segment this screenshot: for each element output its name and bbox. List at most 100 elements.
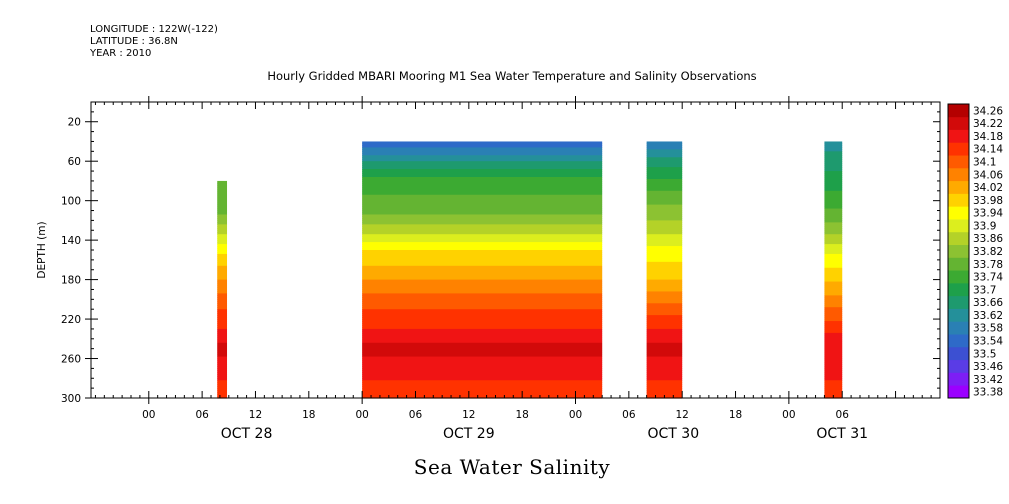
data-cell	[362, 271, 603, 275]
data-cell	[362, 257, 603, 261]
data-cell	[646, 366, 683, 369]
data-cell	[824, 238, 843, 241]
data-cell	[646, 220, 683, 223]
colorbar-label: 33.54	[973, 335, 1003, 347]
data-cell	[362, 297, 603, 300]
data-cell	[646, 240, 683, 243]
data-cell	[824, 279, 843, 283]
data-cell	[646, 255, 683, 259]
data-cell	[362, 285, 603, 289]
data-cell	[362, 328, 603, 332]
data-cell	[217, 311, 228, 314]
colorbar-label: 33.82	[973, 246, 1003, 258]
data-cell	[362, 228, 603, 231]
data-cell	[217, 319, 228, 322]
colorbar-label: 34.26	[973, 105, 1003, 117]
data-cell	[362, 251, 603, 255]
data-cell	[824, 356, 843, 360]
data-cell	[824, 147, 843, 150]
data-cell	[362, 342, 603, 346]
data-cell	[824, 334, 843, 338]
data-cell	[824, 342, 843, 346]
data-cell	[646, 250, 683, 253]
y-axis-label: DEPTH (m)	[36, 221, 48, 278]
y-tick-label: 300	[61, 393, 81, 405]
data-cell	[362, 352, 603, 356]
data-cell	[217, 234, 228, 237]
data-cell	[217, 244, 228, 247]
data-cell	[646, 374, 683, 377]
data-cell	[824, 289, 843, 293]
data-cell	[646, 376, 683, 379]
data-cell	[217, 352, 228, 356]
data-cell	[824, 163, 843, 166]
data-cell	[646, 330, 683, 334]
data-cell	[824, 332, 843, 336]
data-cell	[824, 251, 843, 255]
data-cell	[217, 326, 228, 330]
data-cell	[824, 277, 843, 281]
data-cell	[646, 344, 683, 348]
data-cell	[217, 251, 228, 255]
colorbar-swatch	[948, 308, 969, 322]
data-cell	[824, 344, 843, 348]
data-cell	[362, 360, 603, 364]
data-cell	[217, 279, 228, 283]
x-tick-label: 06	[836, 409, 850, 421]
data-cell	[824, 374, 843, 377]
colorbar-swatch	[948, 321, 969, 335]
data-cell	[362, 153, 603, 156]
data-cell	[217, 315, 228, 318]
data-cell	[646, 175, 683, 178]
data-cell	[646, 311, 683, 314]
colorbar-swatch	[948, 206, 969, 220]
data-cell	[217, 338, 228, 342]
data-cell	[362, 200, 603, 204]
data-cell	[217, 263, 228, 267]
data-cell	[824, 382, 843, 385]
data-cell	[217, 248, 228, 251]
data-cell	[646, 153, 683, 156]
variable-label: Sea Water Salinity	[413, 455, 611, 479]
colorbar-swatch	[948, 155, 969, 169]
data-cell	[646, 388, 683, 391]
data-cell	[217, 305, 228, 308]
x-tick-label: 12	[462, 409, 475, 421]
y-tick-label: 140	[61, 235, 81, 247]
data-cell	[217, 222, 228, 225]
data-cell	[217, 253, 228, 257]
data-cell	[824, 384, 843, 387]
data-cell	[824, 255, 843, 259]
data-cell	[824, 208, 843, 212]
data-cell	[824, 366, 843, 369]
data-cell	[217, 332, 228, 336]
colorbar-swatch	[948, 244, 969, 258]
data-cell	[646, 336, 683, 340]
data-cell	[646, 244, 683, 247]
data-cell	[217, 257, 228, 261]
data-cell	[824, 188, 843, 192]
data-cell	[646, 267, 683, 271]
data-cell	[362, 362, 603, 366]
data-cell	[217, 194, 228, 198]
data-cell	[824, 301, 843, 304]
data-cell	[824, 228, 843, 231]
data-cell	[362, 145, 603, 148]
data-cell	[646, 265, 683, 269]
colorbar-label: 34.02	[973, 182, 1003, 194]
data-cell	[217, 330, 228, 334]
data-cell	[362, 159, 603, 162]
data-cell	[217, 269, 228, 273]
data-cell	[646, 303, 683, 306]
x-tick-label: 00	[569, 409, 582, 421]
data-cell	[217, 303, 228, 306]
data-block-3	[824, 141, 843, 399]
data-cell	[362, 171, 603, 174]
data-cell	[362, 242, 603, 245]
data-cell	[362, 265, 603, 269]
data-cell	[824, 360, 843, 364]
data-cell	[362, 330, 603, 334]
data-cell	[362, 186, 603, 190]
data-cell	[362, 224, 603, 227]
data-cell	[824, 293, 843, 296]
